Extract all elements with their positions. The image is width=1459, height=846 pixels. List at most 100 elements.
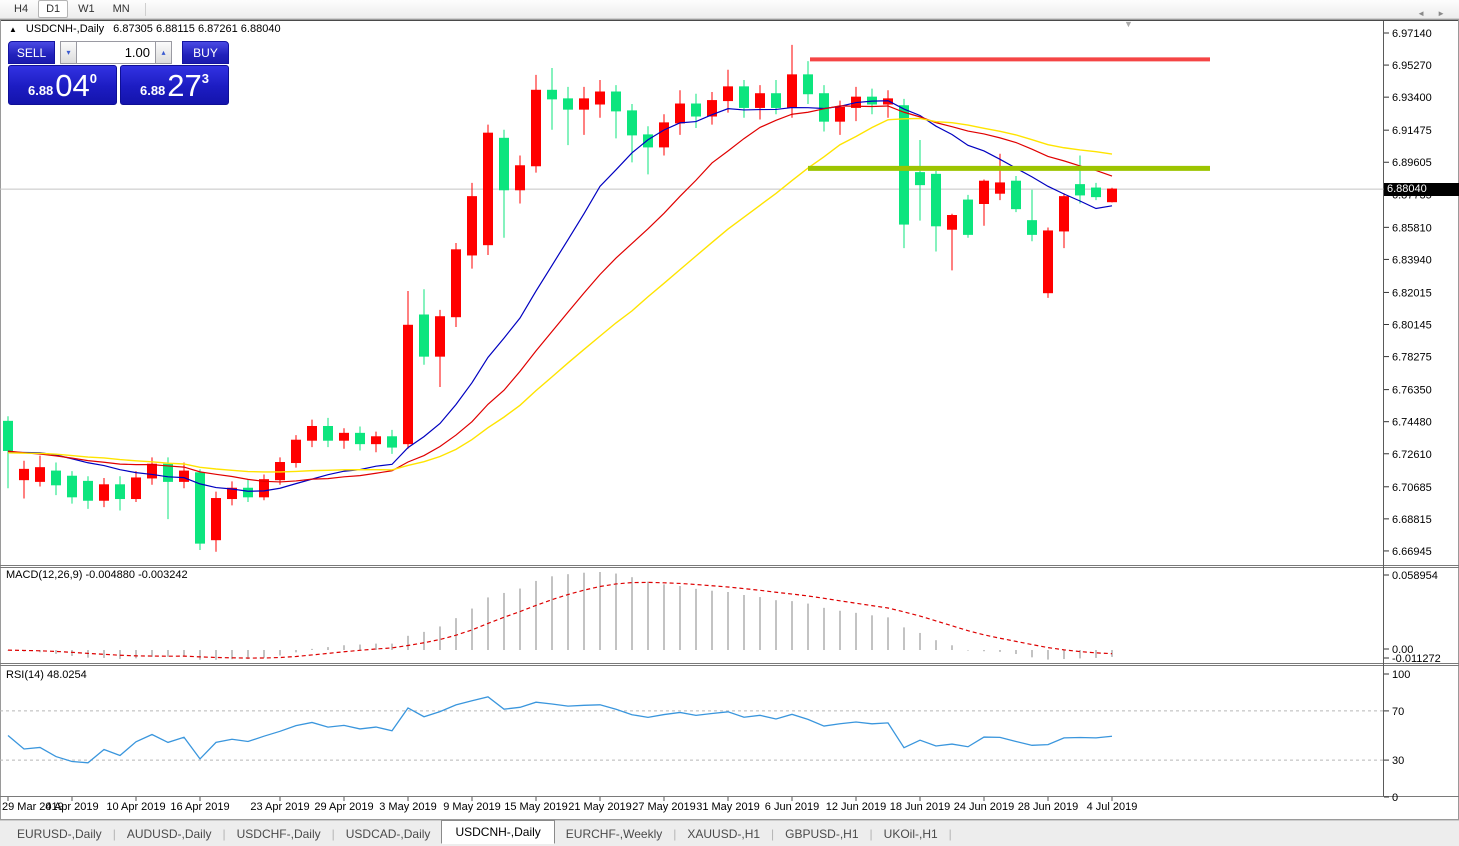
candle-body	[147, 463, 157, 479]
price-axis-label: 6.70685	[1392, 482, 1432, 494]
candle-body	[99, 484, 109, 501]
candle-body	[1107, 188, 1117, 203]
candle-body	[371, 436, 381, 445]
tab-xauusd-h1[interactable]: XAUUSD-,H1	[687, 826, 761, 841]
candle-body	[211, 498, 221, 541]
timeframe-button-w1[interactable]: W1	[70, 0, 103, 18]
moving-average-line-13	[7, 100, 1113, 492]
candle-body	[339, 432, 349, 441]
toolbar-separator	[144, 2, 146, 16]
timeframe-button-h4[interactable]: H4	[6, 0, 36, 18]
candle-body	[419, 314, 429, 357]
tab-eurchf-weekly[interactable]: EURCHF-,Weekly	[565, 826, 663, 841]
chart-window-frame	[0, 19, 1459, 820]
price-axis-label: 6.91475	[1392, 125, 1432, 137]
sell-price-superscript: 0	[89, 71, 98, 86]
tab-separator: |	[948, 826, 952, 841]
candle-body	[963, 199, 973, 235]
moving-average-line-28	[7, 117, 1113, 473]
date-axis-label: 10 Apr 2019	[106, 801, 166, 813]
date-axis-label: 18 Jun 2019	[889, 801, 951, 813]
candle-body	[931, 173, 941, 227]
candle-body	[739, 86, 749, 108]
tab-audusd-daily[interactable]: AUDUSD-,Daily	[126, 826, 212, 841]
tab-separator: |	[331, 826, 335, 841]
date-axis-label: 24 Jun 2019	[953, 801, 1015, 813]
candle-body	[227, 487, 237, 500]
timeframe-button-mn[interactable]: MN	[105, 0, 138, 18]
candle-body	[595, 91, 605, 105]
candle-body	[803, 74, 813, 95]
date-axis-label: 29 Mar 2019	[2, 801, 64, 813]
tab-scroll-left-button[interactable]: ◄	[1417, 9, 1425, 18]
candle-body	[819, 93, 829, 122]
candle-body	[35, 467, 45, 482]
candle-body	[899, 105, 909, 225]
candle-body	[83, 480, 93, 501]
tab-separator: |	[771, 826, 775, 841]
candle-body	[691, 103, 701, 117]
volume-input[interactable]	[77, 41, 155, 64]
date-axis-label: 12 Jun 2019	[825, 801, 887, 813]
rsi-indicator-label: RSI(14) 48.0254	[6, 669, 87, 681]
macd-indicator-label: MACD(12,26,9) -0.004880 -0.003242	[6, 569, 188, 581]
candle-body	[771, 93, 781, 108]
price-axis-label: 6.82015	[1392, 287, 1432, 299]
candle-body	[515, 165, 525, 191]
price-axis-label: 6.93400	[1392, 92, 1432, 104]
chart-shift-marker-icon[interactable]: ▼	[1124, 19, 1133, 29]
candle-body	[611, 91, 621, 112]
candle-body	[1011, 180, 1021, 210]
volume-increase-button[interactable]: ▴	[155, 41, 172, 64]
date-axis-label: 27 May 2019	[632, 801, 696, 813]
sell-price-main: 04	[55, 68, 90, 103]
tab-gbpusd-h1[interactable]: GBPUSD-,H1	[785, 826, 859, 841]
tab-separator: |	[112, 826, 116, 841]
sell-button[interactable]: SELL	[8, 41, 55, 64]
date-axis-label: 15 May 2019	[504, 801, 568, 813]
price-axis-label: 6.85810	[1392, 222, 1432, 234]
buy-button[interactable]: BUY	[182, 41, 229, 64]
candle-body	[563, 98, 573, 110]
candle-body	[947, 215, 957, 230]
volume-decrease-button[interactable]: ▾	[60, 41, 77, 64]
candle-body	[435, 316, 445, 357]
date-axis-label: 29 Apr 2019	[314, 801, 374, 813]
candle-body	[451, 249, 461, 318]
sell-price-tile[interactable]: 6.88 04 0	[8, 65, 117, 105]
chart-ohlc-values: 6.87305 6.88115 6.87261 6.88040	[113, 23, 281, 35]
candle-body	[163, 463, 173, 482]
price-axis-label: 6.97140	[1392, 28, 1432, 40]
rsi-line	[7, 696, 1113, 764]
buy-price-tile[interactable]: 6.88 27 3	[120, 65, 229, 105]
candle-body	[883, 98, 893, 105]
sell-price-prefix: 6.88	[27, 83, 54, 98]
candle-body	[499, 137, 509, 191]
candle-body	[995, 182, 1005, 194]
timeframe-button-d1[interactable]: D1	[38, 0, 69, 18]
tab-usdchf-daily[interactable]: USDCHF-,Daily	[236, 826, 321, 841]
macd-signal-line	[7, 581, 1113, 659]
candle-body	[755, 93, 765, 108]
candle-body	[19, 468, 29, 481]
tab-separator: |	[222, 826, 226, 841]
macd-axis-label: 0.058954	[1392, 570, 1438, 582]
candle-body	[579, 98, 589, 110]
price-axis-label: 6.80145	[1392, 320, 1432, 332]
candle-body	[531, 89, 541, 167]
tab-scroll-right-button[interactable]: ►	[1437, 9, 1445, 18]
tab-eurusd-daily[interactable]: EURUSD-,Daily	[17, 826, 102, 841]
tab-usdcnh-daily[interactable]: USDCNH-,Daily	[441, 820, 555, 844]
chart-canvas[interactable]: 6.971406.952706.934006.914756.896056.877…	[0, 19, 1459, 820]
price-axis-label: 6.66945	[1392, 546, 1432, 558]
candle-body	[915, 172, 925, 186]
tab-usdcad-daily[interactable]: USDCAD-,Daily	[345, 826, 431, 841]
candle-body	[1075, 184, 1085, 196]
candle-body	[787, 74, 797, 108]
one-click-collapse-icon[interactable]: ▲	[9, 24, 17, 34]
candle-body	[403, 324, 413, 445]
candle-body	[467, 196, 477, 256]
tab-ukoil-h1[interactable]: UKOil-,H1	[883, 826, 938, 841]
moving-average-line-20	[7, 105, 1113, 483]
